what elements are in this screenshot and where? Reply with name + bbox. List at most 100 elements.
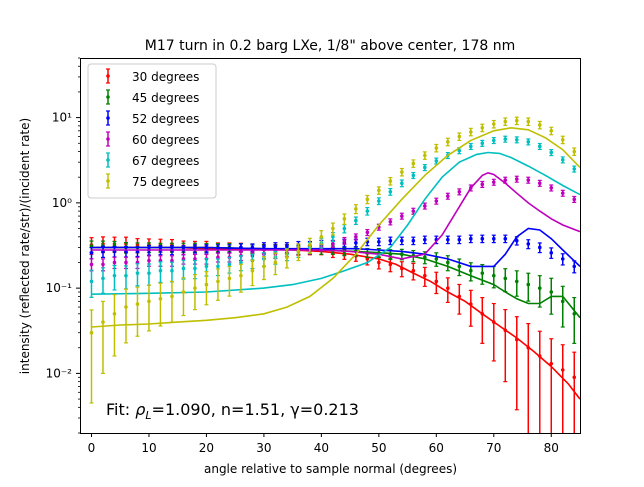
data-point [296, 249, 301, 254]
data-point [411, 161, 416, 166]
y-axis: 10⁻² 10⁻¹ 10⁰ 10¹ [46, 57, 80, 434]
data-point [457, 237, 462, 242]
data-point [388, 238, 393, 243]
data-point [480, 271, 485, 275]
data-point [526, 242, 531, 246]
data-point [491, 236, 496, 241]
data-point [124, 273, 128, 278]
data-point [365, 230, 370, 235]
data-point [560, 191, 565, 195]
fit-curve [91, 126, 580, 328]
data-point [434, 159, 439, 163]
data-point [285, 255, 289, 260]
data-point [491, 138, 496, 143]
series-5 [89, 116, 580, 404]
legend-item: 67 degrees [106, 152, 199, 168]
data-point [423, 204, 427, 208]
data-point [377, 199, 381, 203]
data-point [400, 181, 404, 186]
data-point [434, 199, 439, 203]
fit-curve [91, 151, 580, 295]
data-point [446, 260, 450, 265]
data-point [158, 296, 163, 301]
data-point [239, 260, 243, 265]
data-point [411, 209, 416, 213]
fit-curve [91, 227, 580, 268]
data-point [423, 153, 427, 158]
x-tick-label: 10 [141, 441, 156, 455]
data-point [537, 144, 542, 149]
data-point [216, 279, 220, 284]
data-point [446, 140, 450, 144]
data-point [135, 302, 140, 306]
data-point [491, 122, 496, 126]
data-point [537, 286, 542, 290]
x-tick-label: 40 [314, 441, 329, 455]
data-point [503, 236, 508, 241]
data-point [112, 312, 117, 316]
data-point [342, 226, 347, 231]
y-tick-label: 10⁻² [46, 366, 73, 380]
data-point [549, 361, 554, 366]
x-axis: 0 10 20 30 40 50 60 70 80 [88, 433, 559, 455]
data-point [89, 262, 94, 267]
data-point [526, 119, 531, 124]
x-tick-label: 80 [544, 441, 559, 455]
data-point [434, 146, 439, 150]
series-layer [89, 116, 580, 433]
data-point [170, 258, 174, 263]
data-point [446, 286, 450, 290]
data-point [469, 144, 473, 149]
legend-label: 60 degrees [132, 133, 199, 147]
data-point [480, 141, 485, 146]
legend-marker [106, 116, 110, 120]
fit-annotation-rho-subscript: L [145, 409, 151, 422]
data-point [181, 266, 186, 271]
data-point [354, 241, 358, 245]
data-point [514, 137, 519, 142]
data-point [89, 279, 94, 284]
data-point [572, 167, 577, 171]
data-point [423, 237, 427, 242]
data-point [101, 320, 105, 324]
data-point [480, 125, 485, 130]
data-point [537, 123, 542, 127]
data-point [434, 279, 439, 284]
fit-annotation-rho: ρ [135, 400, 145, 419]
data-point [572, 197, 577, 202]
data-point [503, 178, 508, 182]
data-point [388, 179, 393, 183]
data-point [227, 276, 232, 281]
x-axis-label: angle relative to sample normal (degrees… [204, 462, 457, 476]
x-tick-label: 30 [256, 441, 271, 455]
legend-marker [106, 158, 110, 162]
data-point [365, 209, 370, 213]
data-point [250, 268, 255, 273]
data-point [560, 157, 565, 162]
data-point [262, 264, 266, 269]
data-point [572, 264, 577, 269]
data-point [526, 178, 531, 182]
data-point [89, 330, 94, 335]
x-tick-label: 60 [429, 441, 444, 455]
data-point [342, 238, 347, 243]
data-point [158, 268, 163, 273]
fit-annotation: Fit: ρL=1.090, n=1.51, γ=0.213 [106, 400, 359, 422]
x-tick-label: 70 [486, 441, 501, 455]
data-point [469, 268, 473, 273]
data-point [331, 234, 335, 239]
legend-item: 60 degrees [106, 131, 199, 147]
data-point [147, 271, 151, 275]
plot-frame [80, 58, 581, 434]
data-point [457, 264, 462, 269]
data-point [537, 181, 542, 186]
legend-label: 45 degrees [132, 91, 199, 105]
data-point [354, 234, 358, 239]
data-point [170, 268, 174, 273]
legend-label: 52 degrees [132, 112, 199, 126]
x-tick-label: 20 [199, 441, 214, 455]
legend-marker [106, 137, 110, 141]
data-point [193, 266, 197, 271]
data-point [377, 188, 381, 193]
data-point [365, 197, 370, 202]
